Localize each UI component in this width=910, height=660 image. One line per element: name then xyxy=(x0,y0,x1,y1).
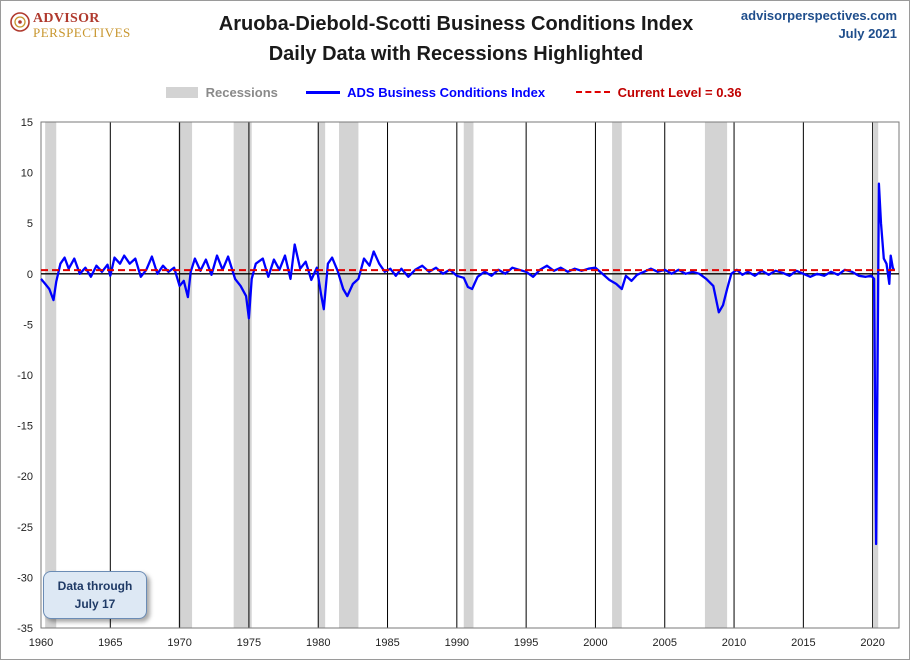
recession-band-4 xyxy=(339,122,359,628)
note-line2: July 17 xyxy=(74,597,116,611)
legend-recessions-label: Recessions xyxy=(205,85,278,100)
y-tick-label: -30 xyxy=(17,572,33,584)
legend-series-swatch xyxy=(306,91,340,94)
source-block: advisorperspectives.com July 2021 xyxy=(741,7,897,43)
data-through-note: Data through July 17 xyxy=(43,571,147,619)
recession-band-0 xyxy=(45,122,57,628)
recession-band-6 xyxy=(612,122,622,628)
logo-mark-icon xyxy=(10,12,30,32)
y-tick-label: -5 xyxy=(23,319,33,331)
y-tick-label: -35 xyxy=(17,623,33,635)
legend-recessions-swatch xyxy=(166,87,198,98)
x-tick-label: 1995 xyxy=(514,637,538,649)
legend-current: Current Level = 0.36 xyxy=(576,85,742,100)
x-tick-label: 2010 xyxy=(722,637,746,649)
chart-subtitle: Daily Data with Recessions Highlighted xyxy=(268,43,644,65)
source-site: advisorperspectives.com xyxy=(740,8,897,23)
y-tick-label: 15 xyxy=(21,117,33,129)
legend-series-label: ADS Business Conditions Index xyxy=(347,85,546,100)
legend-recessions: Recessions xyxy=(166,85,278,100)
y-tick-label: 10 xyxy=(21,168,33,180)
y-tick-label: -25 xyxy=(17,522,33,534)
advisor-perspectives-logo: ADVISOR PERSPECTIVES xyxy=(9,9,139,40)
x-tick-label: 1975 xyxy=(237,637,261,649)
x-tick-label: 1970 xyxy=(167,637,191,649)
recession-band-7 xyxy=(704,122,728,628)
recession-band-3 xyxy=(318,122,326,628)
y-tick-label: -15 xyxy=(17,421,33,433)
note-line1: Data through xyxy=(57,579,133,593)
y-tick-label: -10 xyxy=(17,370,33,382)
recession-band-1 xyxy=(178,122,193,628)
x-tick-label: 1960 xyxy=(29,637,53,649)
x-tick-label: 2015 xyxy=(791,637,815,649)
x-tick-label: 1990 xyxy=(445,637,469,649)
logo-text-bottom: PERSPECTIVES xyxy=(33,25,131,40)
legend-series: ADS Business Conditions Index xyxy=(306,85,545,100)
recession-band-2 xyxy=(233,122,252,628)
x-tick-label: 1980 xyxy=(306,637,330,649)
legend-current-label: Current Level = 0.36 xyxy=(617,85,742,100)
source-date: July 2021 xyxy=(838,26,897,41)
y-tick-label: 0 xyxy=(27,269,33,281)
x-tick-label: 2020 xyxy=(860,637,884,649)
y-tick-label: -20 xyxy=(17,471,33,483)
y-tick-label: 5 xyxy=(27,218,33,230)
x-tick-label: 2000 xyxy=(583,637,607,649)
recession-band-5 xyxy=(463,122,474,628)
x-tick-label: 1985 xyxy=(375,637,399,649)
logo-text-top: ADVISOR xyxy=(33,11,100,26)
x-tick-label: 2005 xyxy=(653,637,677,649)
x-tick-label: 1965 xyxy=(98,637,122,649)
plot-border xyxy=(40,121,900,629)
legend-current-swatch xyxy=(576,91,610,93)
recession-band-8 xyxy=(874,122,879,628)
chart-title: Aruoba-Diebold-Scotti Business Condition… xyxy=(218,13,694,35)
